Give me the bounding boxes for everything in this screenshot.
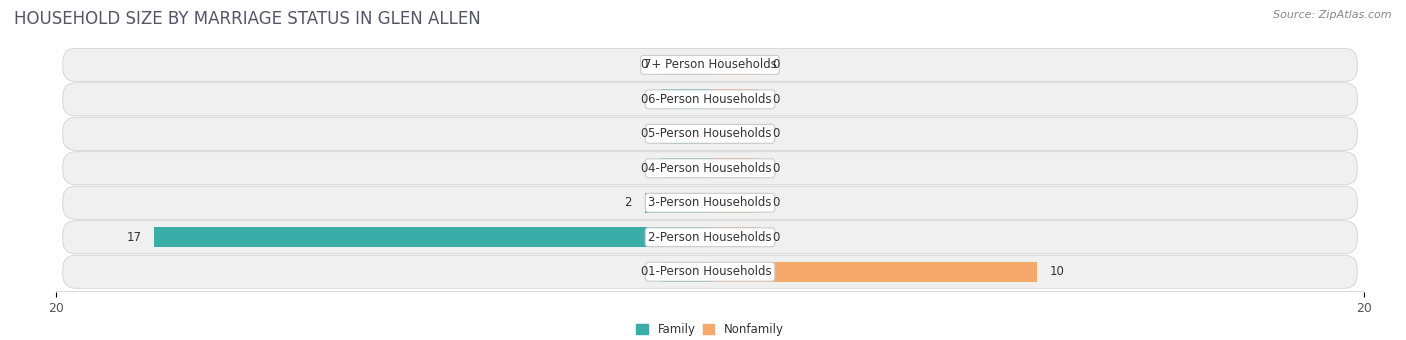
Text: 0: 0 <box>641 93 648 106</box>
Bar <box>710 124 759 144</box>
Legend: Family, Nonfamily: Family, Nonfamily <box>631 319 789 340</box>
FancyBboxPatch shape <box>63 186 1357 219</box>
Bar <box>710 193 759 213</box>
Text: 0: 0 <box>772 162 779 175</box>
FancyBboxPatch shape <box>63 152 1357 185</box>
Bar <box>661 158 710 178</box>
Bar <box>710 89 759 109</box>
Text: 0: 0 <box>641 58 648 71</box>
Text: HOUSEHOLD SIZE BY MARRIAGE STATUS IN GLEN ALLEN: HOUSEHOLD SIZE BY MARRIAGE STATUS IN GLE… <box>14 10 481 28</box>
Text: 3-Person Households: 3-Person Households <box>648 196 772 209</box>
Text: 10: 10 <box>1050 265 1064 278</box>
FancyBboxPatch shape <box>63 83 1357 116</box>
Text: 0: 0 <box>772 196 779 209</box>
Text: 4-Person Households: 4-Person Households <box>648 162 772 175</box>
Text: 0: 0 <box>641 162 648 175</box>
Text: 7+ Person Households: 7+ Person Households <box>644 58 776 71</box>
FancyBboxPatch shape <box>63 117 1357 150</box>
Bar <box>710 55 759 75</box>
Text: 1-Person Households: 1-Person Households <box>648 265 772 278</box>
Bar <box>661 124 710 144</box>
Text: Source: ZipAtlas.com: Source: ZipAtlas.com <box>1274 10 1392 20</box>
Text: 0: 0 <box>772 58 779 71</box>
Bar <box>661 262 710 282</box>
Bar <box>710 227 759 247</box>
Text: 0: 0 <box>772 93 779 106</box>
Bar <box>644 193 710 213</box>
Text: 6-Person Households: 6-Person Households <box>648 93 772 106</box>
FancyBboxPatch shape <box>63 221 1357 254</box>
Text: 0: 0 <box>772 127 779 140</box>
Text: 0: 0 <box>641 265 648 278</box>
Bar <box>710 262 1038 282</box>
Text: 17: 17 <box>127 231 141 244</box>
Text: 0: 0 <box>772 231 779 244</box>
Text: 2: 2 <box>624 196 631 209</box>
Text: 0: 0 <box>641 127 648 140</box>
Text: 5-Person Households: 5-Person Households <box>648 127 772 140</box>
FancyBboxPatch shape <box>63 255 1357 288</box>
Bar <box>710 158 759 178</box>
Bar <box>661 89 710 109</box>
FancyBboxPatch shape <box>63 48 1357 81</box>
Bar <box>155 227 710 247</box>
Text: 2-Person Households: 2-Person Households <box>648 231 772 244</box>
Bar <box>661 55 710 75</box>
